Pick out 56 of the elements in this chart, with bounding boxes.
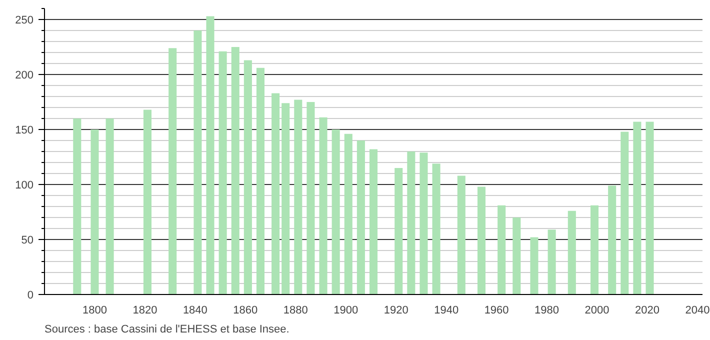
bar	[73, 118, 82, 294]
bar	[457, 176, 466, 294]
bar	[306, 102, 315, 294]
y-tick-label: 250	[15, 14, 34, 26]
source-note: Sources : base Cassini de l'EHESS et base Insee.	[44, 324, 290, 336]
x-tick-label: 1980	[534, 304, 560, 316]
bar	[168, 48, 177, 294]
bar	[369, 149, 378, 294]
bar	[332, 130, 340, 294]
y-tick-label: 150	[15, 124, 34, 136]
bar	[106, 118, 114, 294]
bar	[568, 210, 576, 294]
bar	[620, 132, 629, 294]
x-tick-label: 2020	[635, 304, 660, 316]
bar	[90, 130, 99, 294]
y-tick-label: 0	[27, 290, 34, 302]
bar	[394, 168, 403, 294]
bar	[407, 152, 416, 294]
bar	[319, 117, 328, 294]
x-tick-label: 1880	[283, 304, 308, 316]
x-tick-label: 1920	[384, 304, 408, 316]
bar	[477, 186, 486, 294]
bar	[608, 186, 616, 294]
bar	[218, 51, 227, 294]
x-tick-label: 1860	[233, 304, 258, 316]
bar	[272, 93, 280, 294]
bar	[256, 68, 265, 294]
bar	[590, 205, 599, 294]
x-tick-label: 2000	[584, 304, 610, 316]
bar	[646, 122, 654, 294]
bar	[498, 205, 506, 294]
bar	[206, 16, 214, 294]
x-tick-label: 1840	[182, 304, 208, 316]
x-tick-label: 1800	[82, 304, 107, 316]
y-tick-label: 50	[21, 234, 34, 246]
bar	[530, 237, 538, 294]
bar	[231, 47, 240, 294]
x-tick-label: 1940	[434, 304, 459, 316]
bar	[633, 122, 642, 294]
bar	[143, 110, 152, 294]
bar	[194, 30, 202, 294]
x-tick-label: 1960	[484, 304, 509, 316]
bar	[512, 218, 521, 294]
bar	[432, 164, 440, 294]
bar	[344, 134, 352, 294]
bar	[282, 103, 290, 294]
bar	[356, 140, 365, 294]
bar	[294, 100, 302, 294]
bar	[420, 152, 428, 294]
bar	[244, 60, 252, 294]
y-tick-label: 200	[15, 70, 34, 82]
x-tick-label: 1900	[334, 304, 358, 316]
x-tick-label: 1820	[132, 304, 158, 316]
y-tick-label: 100	[15, 180, 34, 192]
bar	[548, 230, 556, 294]
x-tick-label: 2040	[685, 304, 710, 316]
